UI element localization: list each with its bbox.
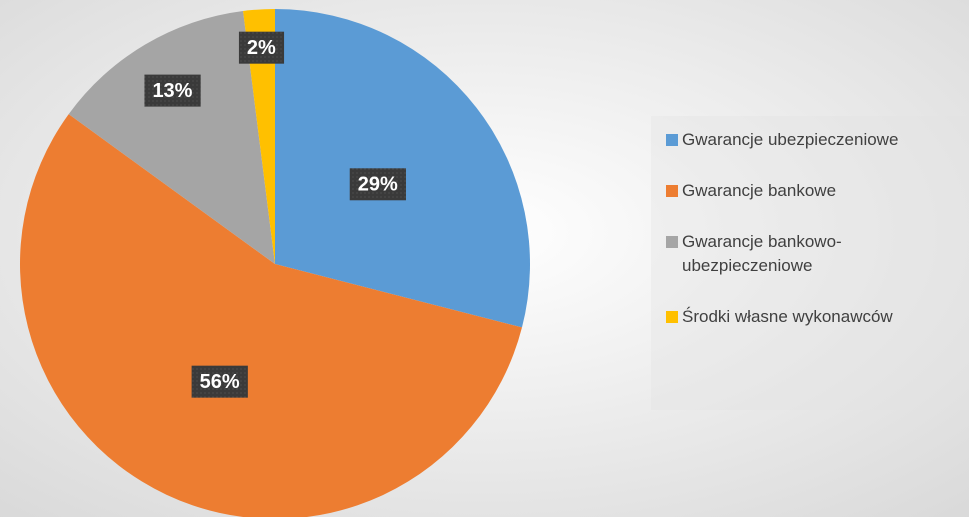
legend-item: Środki własne wykonawców (666, 305, 969, 329)
pie-slice (68, 11, 275, 264)
legend: Gwarancje ubezpieczeniowe Gwarancje banko… (651, 116, 969, 410)
data-label: 29% (358, 174, 398, 196)
legend-swatch (666, 185, 678, 197)
pie: 29% 56% 13% 2% (20, 9, 530, 517)
data-label-box (349, 168, 406, 201)
legend-item: Gwarancje bankowe (666, 179, 969, 203)
data-label-box (191, 365, 248, 398)
legend-label: Gwarancje ubezpieczeniowe (682, 130, 899, 149)
pie-slice (20, 114, 522, 517)
pie-slice (243, 9, 275, 264)
legend-label: Środki własne wykonawców (682, 307, 893, 326)
pie-slice (275, 9, 530, 328)
data-label: 56% (200, 371, 240, 393)
legend-label: Gwarancje bankowo-ubezpieczeniowe (682, 232, 842, 275)
legend-swatch (666, 134, 678, 146)
legend-item: Gwarancje ubezpieczeniowe (666, 128, 969, 152)
data-label: 13% (152, 80, 192, 102)
data-label-box (238, 31, 285, 64)
legend-swatch (666, 311, 678, 323)
legend-swatch (666, 236, 678, 248)
data-label: 2% (247, 37, 276, 59)
data-label-box (144, 74, 201, 107)
legend-label: Gwarancje bankowe (682, 181, 837, 200)
legend-item: Gwarancje bankowo-ubezpieczeniowe (666, 230, 969, 278)
